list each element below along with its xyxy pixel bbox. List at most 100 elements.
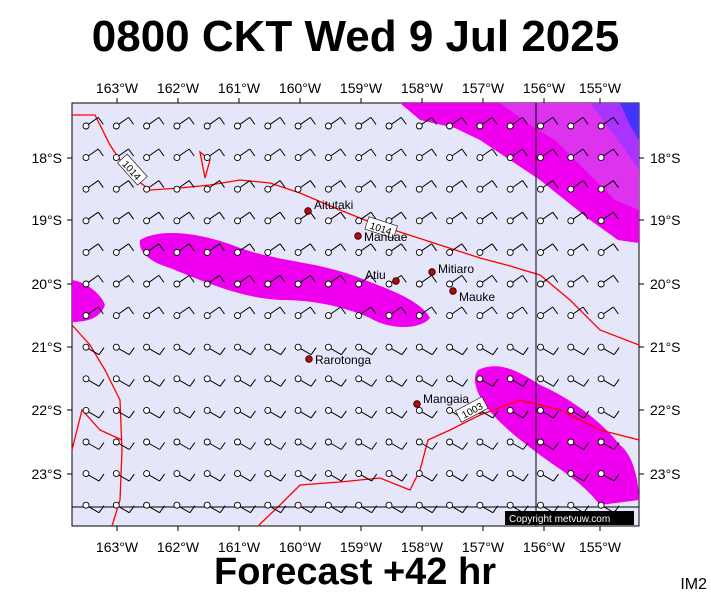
wind-barb	[537, 274, 559, 288]
wind-barb	[506, 116, 528, 130]
wind-barb	[355, 274, 377, 288]
wind-barb	[385, 406, 408, 419]
lat-labels-right: 18°S 19°S 20°S 21°S 22°S 23°S	[650, 150, 681, 482]
wind-barb	[173, 375, 196, 387]
wind-barb	[234, 211, 256, 225]
map-code: IM2	[680, 576, 707, 593]
wind-barb	[355, 375, 378, 387]
wind-barb	[143, 438, 165, 450]
wind-barb	[82, 470, 105, 482]
wind-barb	[567, 438, 590, 450]
wind-barb	[234, 180, 256, 193]
wind-barb	[324, 470, 347, 482]
wind-barb	[446, 243, 468, 256]
lat-label: 23°S	[31, 466, 62, 482]
wind-barb	[264, 438, 287, 450]
wind-barb	[203, 343, 226, 356]
wind-barb	[506, 306, 528, 320]
wind-barb	[476, 274, 498, 288]
lat-label: 18°S	[31, 150, 62, 166]
wind-barb	[203, 243, 225, 256]
wind-barb	[82, 116, 104, 130]
wind-barb	[415, 406, 438, 419]
wind-barb	[294, 274, 316, 288]
lat-label: 20°S	[31, 276, 62, 292]
wind-barb	[385, 375, 408, 387]
wind-barb	[324, 243, 347, 256]
wind-barb	[567, 274, 589, 288]
lat-label: 19°S	[31, 212, 62, 228]
lon-label: 162°W	[157, 539, 200, 555]
place-label: Rarotonga	[315, 353, 371, 367]
wind-barb	[537, 470, 559, 482]
wind-barb	[143, 470, 165, 482]
wind-barb	[143, 306, 165, 320]
wind-barb	[355, 180, 377, 193]
lon-label: 157°W	[462, 80, 505, 96]
wind-barb	[294, 148, 316, 162]
wind-barb	[537, 406, 559, 419]
wind-barb	[415, 180, 437, 193]
wind-barb	[597, 211, 619, 225]
lon-label: 160°W	[279, 539, 322, 555]
wind-barb	[173, 116, 195, 130]
wind-barb	[567, 180, 589, 193]
wind-barb	[203, 438, 226, 450]
lon-labels-bottom: 163°W 162°W 161°W 160°W 159°W 158°W 157°…	[96, 539, 622, 555]
wind-barb	[234, 375, 256, 387]
wind-barb	[567, 406, 590, 419]
wind-barb	[355, 306, 377, 320]
wind-barb	[415, 343, 438, 356]
wind-barb	[415, 243, 437, 256]
wind-barb	[143, 375, 165, 387]
wind-barb	[355, 501, 378, 514]
wind-barb	[234, 306, 256, 320]
wind-barb	[112, 243, 134, 256]
wind-barb	[597, 274, 619, 288]
wind-barb	[264, 211, 286, 225]
wind-barb	[355, 211, 377, 225]
wind-barb	[82, 243, 104, 256]
wind-barb	[476, 306, 498, 320]
wind-barb	[112, 470, 135, 482]
wind-barb	[355, 116, 377, 130]
wind-barb	[597, 343, 620, 356]
wind-barb	[385, 343, 408, 356]
wind-barb	[324, 501, 347, 514]
wind-barb	[415, 116, 437, 130]
wind-barb	[385, 438, 408, 450]
wind-barb	[324, 274, 347, 288]
wind-barb	[82, 438, 105, 450]
wind-barb	[597, 501, 620, 514]
place-label: Mitiaro	[438, 262, 474, 276]
lat-label: 21°S	[31, 339, 62, 355]
lat-labels-left: 18°S 19°S 20°S 21°S 22°S 23°S	[31, 150, 62, 482]
wind-barb	[234, 148, 256, 162]
wind-barb	[173, 211, 195, 225]
wind-barb	[294, 180, 316, 193]
wind-barb	[143, 343, 165, 356]
wind-barb	[203, 116, 225, 130]
wind-barb	[143, 243, 165, 256]
wind-barb	[112, 343, 135, 356]
wind-barb	[264, 148, 286, 162]
wind-barb	[506, 438, 529, 450]
wind-barb	[476, 180, 498, 193]
wind-barb	[476, 375, 499, 387]
wind-barb	[294, 438, 317, 450]
wind-barb	[567, 116, 589, 130]
wind-barb	[506, 274, 528, 288]
wind-barb	[234, 343, 256, 356]
lon-labels-top: 163°W 162°W 161°W 160°W 159°W 158°W 157°…	[96, 80, 622, 96]
wind-barb	[355, 148, 377, 162]
wind-barb	[567, 343, 590, 356]
wind-barb	[567, 148, 589, 162]
wind-barb	[82, 406, 105, 419]
wind-barb	[294, 243, 316, 256]
place-label: Atiu	[365, 268, 386, 282]
wind-barb	[173, 148, 195, 162]
wind-barb	[597, 306, 619, 320]
wind-barb	[506, 180, 528, 193]
wind-barb	[385, 116, 407, 130]
wind-barb	[203, 274, 225, 288]
